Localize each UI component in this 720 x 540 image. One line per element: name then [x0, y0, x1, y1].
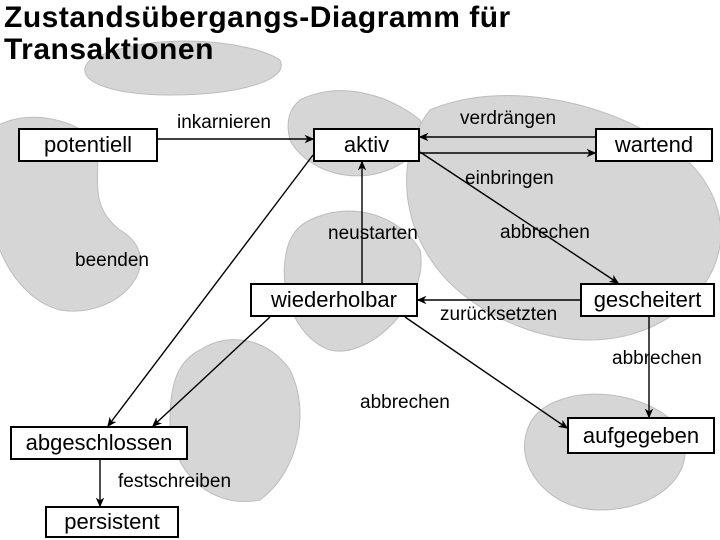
state-persistent: persistent — [45, 506, 179, 538]
edge-label-aktiv-to-abgeschlossen: beenden — [75, 250, 149, 272]
edge-label-aktiv-to-wartend: einbringen — [465, 168, 554, 190]
state-potentiell: potentiell — [18, 128, 158, 162]
edge-label-abgeschlossen-to-persistent: festschreiben — [118, 471, 231, 493]
diagram-stage: Zustandsübergangs-Diagramm für Transakti… — [0, 0, 720, 540]
edge-label-wiederholbar-to-aufgegeben: abbrechen — [360, 392, 450, 414]
state-wiederholbar: wiederholbar — [250, 283, 418, 317]
edge-label-aktiv-to-gescheitert: abbrechen — [500, 222, 590, 244]
state-wartend: wartend — [595, 128, 713, 162]
edge-label-wartend-to-aktiv: verdrängen — [460, 108, 556, 130]
state-gescheitert: gescheitert — [580, 283, 715, 317]
edge-label-potentiell-to-aktiv: inkarnieren — [177, 112, 271, 134]
edge-label-gescheitert-to-aufgegeben: abbrechen — [612, 348, 702, 370]
state-aufgegeben: aufgegeben — [567, 417, 715, 454]
state-abgeschlossen: abgeschlossen — [10, 426, 188, 460]
edge-label-gescheitert-to-wiederholbar: zurücksetzten — [440, 304, 557, 326]
edge-label-wiederholbar-to-aktiv: neustarten — [328, 223, 418, 245]
state-aktiv: aktiv — [313, 128, 420, 162]
diagram-title: Zustandsübergangs-Diagramm für Transakti… — [4, 2, 716, 65]
